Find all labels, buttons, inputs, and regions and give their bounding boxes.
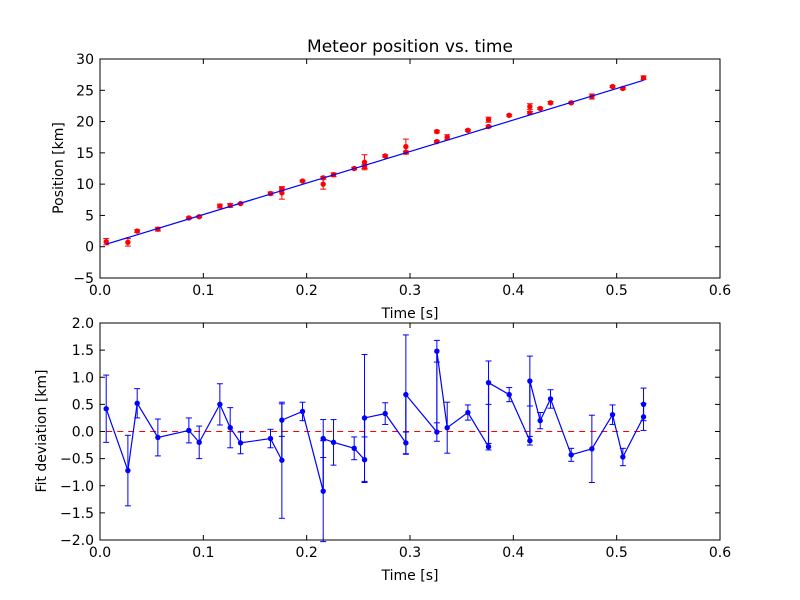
data-point xyxy=(330,439,337,446)
deviation-y-tick-label: −1.0 xyxy=(60,479,94,495)
data-point xyxy=(506,391,512,398)
position-y-tick-label: 30 xyxy=(76,52,94,68)
deviation-x-axis-label: Time [s] xyxy=(381,568,439,584)
data-point xyxy=(465,409,471,416)
position-x-axis-label: Time [s] xyxy=(381,306,439,322)
deviation-x-tick-label: 0.2 xyxy=(296,545,318,561)
data-point xyxy=(547,100,554,106)
position-x-tick-label: 0.2 xyxy=(296,283,318,299)
data-point xyxy=(609,411,616,418)
deviation-x-tick-label: 0.5 xyxy=(606,545,628,561)
data-point xyxy=(589,446,595,452)
position-y-tick-label: 10 xyxy=(76,177,94,193)
data-point xyxy=(444,425,450,431)
data-point xyxy=(227,425,233,431)
data-point xyxy=(320,435,326,442)
data-point xyxy=(382,153,388,159)
position-marks xyxy=(103,75,647,247)
data-point xyxy=(434,348,440,354)
data-point xyxy=(299,408,306,415)
data-point xyxy=(103,406,109,412)
data-point xyxy=(640,401,647,408)
deviation-y-tick-label: −1.5 xyxy=(60,506,94,522)
deviation-y-tick-label: 0.0 xyxy=(72,425,94,441)
position-x-tick-label: 0.6 xyxy=(709,283,731,299)
data-point xyxy=(134,228,140,234)
data-point xyxy=(320,488,326,494)
data-point xyxy=(537,417,543,424)
position-ticks: 0.0 0.1 0.2 0.3 0.4 0.5 0.6 −5 0 5 10 15 20 25 30 xyxy=(73,52,731,299)
data-point xyxy=(279,457,285,463)
position-y-tick-label: 20 xyxy=(76,115,94,131)
data-point xyxy=(537,105,543,112)
position-x-tick-label: 0.0 xyxy=(89,283,111,299)
deviation-y-tick-label: −2.0 xyxy=(60,533,94,549)
position-x-tick-label: 0.5 xyxy=(606,283,628,299)
deviation-y-tick-label: 2.0 xyxy=(72,316,94,332)
deviation-y-tick-label: 1.0 xyxy=(72,370,94,386)
deviation-y-axis-label: Fit deviation [km] xyxy=(34,369,50,492)
data-point xyxy=(620,454,626,460)
data-point xyxy=(527,103,533,110)
data-point xyxy=(485,116,492,123)
position-x-tick-label: 0.3 xyxy=(399,283,421,299)
deviation-x-tick-label: 0.1 xyxy=(192,545,214,561)
deviation-y-tick-label: −0.5 xyxy=(60,452,94,468)
data-point xyxy=(125,467,131,474)
data-point xyxy=(527,438,533,444)
position-y-tick-label: 5 xyxy=(85,208,94,224)
position-x-tick-label: 0.4 xyxy=(502,283,524,299)
data-point xyxy=(361,415,368,421)
deviation-marks xyxy=(103,334,647,543)
data-point xyxy=(382,410,388,417)
data-point xyxy=(267,435,274,442)
data-point xyxy=(125,239,131,246)
deviation-x-tick-label: 0.3 xyxy=(399,545,421,561)
data-point xyxy=(609,83,616,90)
data-point xyxy=(444,134,450,140)
deviation-ticks: 0.0 0.1 0.2 0.3 0.4 0.5 0.6 −2.0 −1.5 −1.0 −0.5 0.0… xyxy=(60,316,731,561)
deviation-y-tick-label: 0.5 xyxy=(72,397,94,413)
deviation-y-tick-label: 1.5 xyxy=(72,343,94,359)
deviation-x-tick-label: 0.6 xyxy=(709,545,731,561)
data-point xyxy=(217,401,223,408)
position-y-tick-label: 0 xyxy=(85,240,94,256)
position-y-tick-label: 15 xyxy=(76,146,94,162)
deviation-x-tick-label: 0.4 xyxy=(502,545,524,561)
data-point xyxy=(506,112,512,119)
position-x-tick-label: 0.1 xyxy=(192,283,214,299)
data-point xyxy=(434,128,440,135)
chart-title: Meteor position vs. time xyxy=(307,37,513,57)
data-point xyxy=(403,143,409,150)
deviation-chart: 0.0 0.1 0.2 0.3 0.4 0.5 0.6 −2.0 −1.5 −1.0 −0.5 0.0… xyxy=(34,316,731,584)
data-point xyxy=(217,203,223,209)
data-point xyxy=(527,378,533,384)
data-point xyxy=(351,445,357,452)
position-y-axis-label: Position [km] xyxy=(51,122,67,214)
data-point xyxy=(320,181,326,187)
deviation-x-tick-label: 0.0 xyxy=(89,545,111,561)
data-point xyxy=(134,400,140,406)
data-point xyxy=(186,427,192,434)
position-chart: Meteor position vs. time 0.0 0.1 0.2 0.3 0.4… xyxy=(51,37,731,322)
data-point xyxy=(237,440,244,446)
data-point xyxy=(640,75,647,81)
data-point xyxy=(403,391,409,398)
fit-line xyxy=(106,79,644,245)
data-point xyxy=(196,439,202,446)
data-point xyxy=(155,434,161,441)
data-point xyxy=(485,443,492,450)
data-point xyxy=(279,417,285,423)
position-y-tick-label: −5 xyxy=(73,271,94,287)
position-y-tick-label: 25 xyxy=(76,83,94,99)
data-point xyxy=(361,159,368,165)
data-point xyxy=(568,452,574,458)
data-point xyxy=(485,379,492,386)
data-point xyxy=(434,429,440,435)
data-point xyxy=(547,396,554,402)
data-point xyxy=(299,178,306,184)
data-point xyxy=(465,127,471,134)
